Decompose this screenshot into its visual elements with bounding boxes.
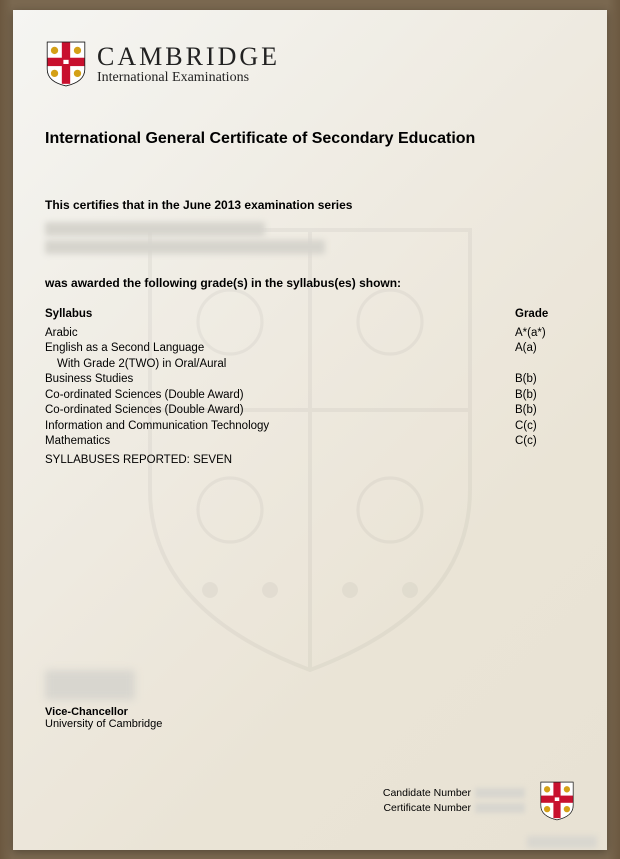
grade-cell	[515, 357, 575, 373]
corner-redacted	[527, 836, 597, 848]
syllabus-cell: Co-ordinated Sciences (Double Award)	[45, 403, 515, 419]
footer-labels: Candidate Number Certificate Number	[383, 786, 525, 815]
table-row: Co-ordinated Sciences (Double Award)B(b)	[45, 388, 575, 404]
grade-cell: C(c)	[515, 419, 575, 435]
syllabus-cell: Mathematics	[45, 434, 515, 450]
grade-header: Grade	[515, 308, 575, 320]
footer-shield-icon	[539, 780, 575, 822]
table-row: Business StudiesB(b)	[45, 372, 575, 388]
grades-table: Syllabus Grade ArabicA*(a*)English as a …	[45, 308, 575, 466]
footer: Candidate Number Certificate Number	[383, 780, 575, 822]
table-header: Syllabus Grade	[45, 308, 575, 320]
syllabus-cell: Arabic	[45, 326, 515, 342]
awarded-line: was awarded the following grade(s) in th…	[45, 276, 575, 290]
cambridge-shield-icon	[45, 40, 87, 88]
certifies-line: This certifies that in the June 2013 exa…	[45, 198, 575, 212]
signature-redacted	[45, 670, 135, 700]
signatory-institution: University of Cambridge	[45, 718, 162, 730]
grade-cell: B(b)	[515, 403, 575, 419]
grade-cell: B(b)	[515, 372, 575, 388]
certificate-document: CAMBRIDGE International Examinations Int…	[13, 10, 607, 850]
certificate-number-label: Certificate Number	[383, 802, 471, 814]
grade-cell: A*(a*)	[515, 326, 575, 342]
signatory-title: Vice-Chancellor	[45, 706, 162, 718]
syllabus-cell: Information and Communication Technology	[45, 419, 515, 435]
signature-block: Vice-Chancellor University of Cambridge	[45, 670, 162, 730]
table-row: Co-ordinated Sciences (Double Award)B(b)	[45, 403, 575, 419]
candidate-number-label: Candidate Number	[383, 787, 471, 799]
header: CAMBRIDGE International Examinations	[45, 40, 575, 88]
table-row: MathematicsC(c)	[45, 434, 575, 450]
certificate-title: International General Certificate of Sec…	[45, 130, 575, 148]
syllabus-cell: Co-ordinated Sciences (Double Award)	[45, 388, 515, 404]
grade-cell: C(c)	[515, 434, 575, 450]
candidate-name-redacted	[45, 222, 265, 236]
table-row: English as a Second LanguageA(a)	[45, 341, 575, 357]
syllabus-cell: English as a Second Language	[45, 341, 515, 357]
syllabus-cell: With Grade 2(TWO) in Oral/Aural	[45, 357, 515, 373]
candidate-details-redacted	[45, 240, 325, 254]
certificate-number-redacted	[475, 803, 525, 813]
brand-name: CAMBRIDGE	[97, 42, 280, 72]
candidate-number-redacted	[475, 788, 525, 798]
grade-cell: B(b)	[515, 388, 575, 404]
syllabuses-reported: SYLLABUSES REPORTED: SEVEN	[45, 454, 575, 466]
brand-subtitle: International Examinations	[97, 70, 280, 86]
syllabus-cell: Business Studies	[45, 372, 515, 388]
table-row: ArabicA*(a*)	[45, 326, 575, 342]
grade-cell: A(a)	[515, 341, 575, 357]
syllabus-header: Syllabus	[45, 308, 515, 320]
table-row: With Grade 2(TWO) in Oral/Aural	[45, 357, 575, 373]
table-row: Information and Communication Technology…	[45, 419, 575, 435]
